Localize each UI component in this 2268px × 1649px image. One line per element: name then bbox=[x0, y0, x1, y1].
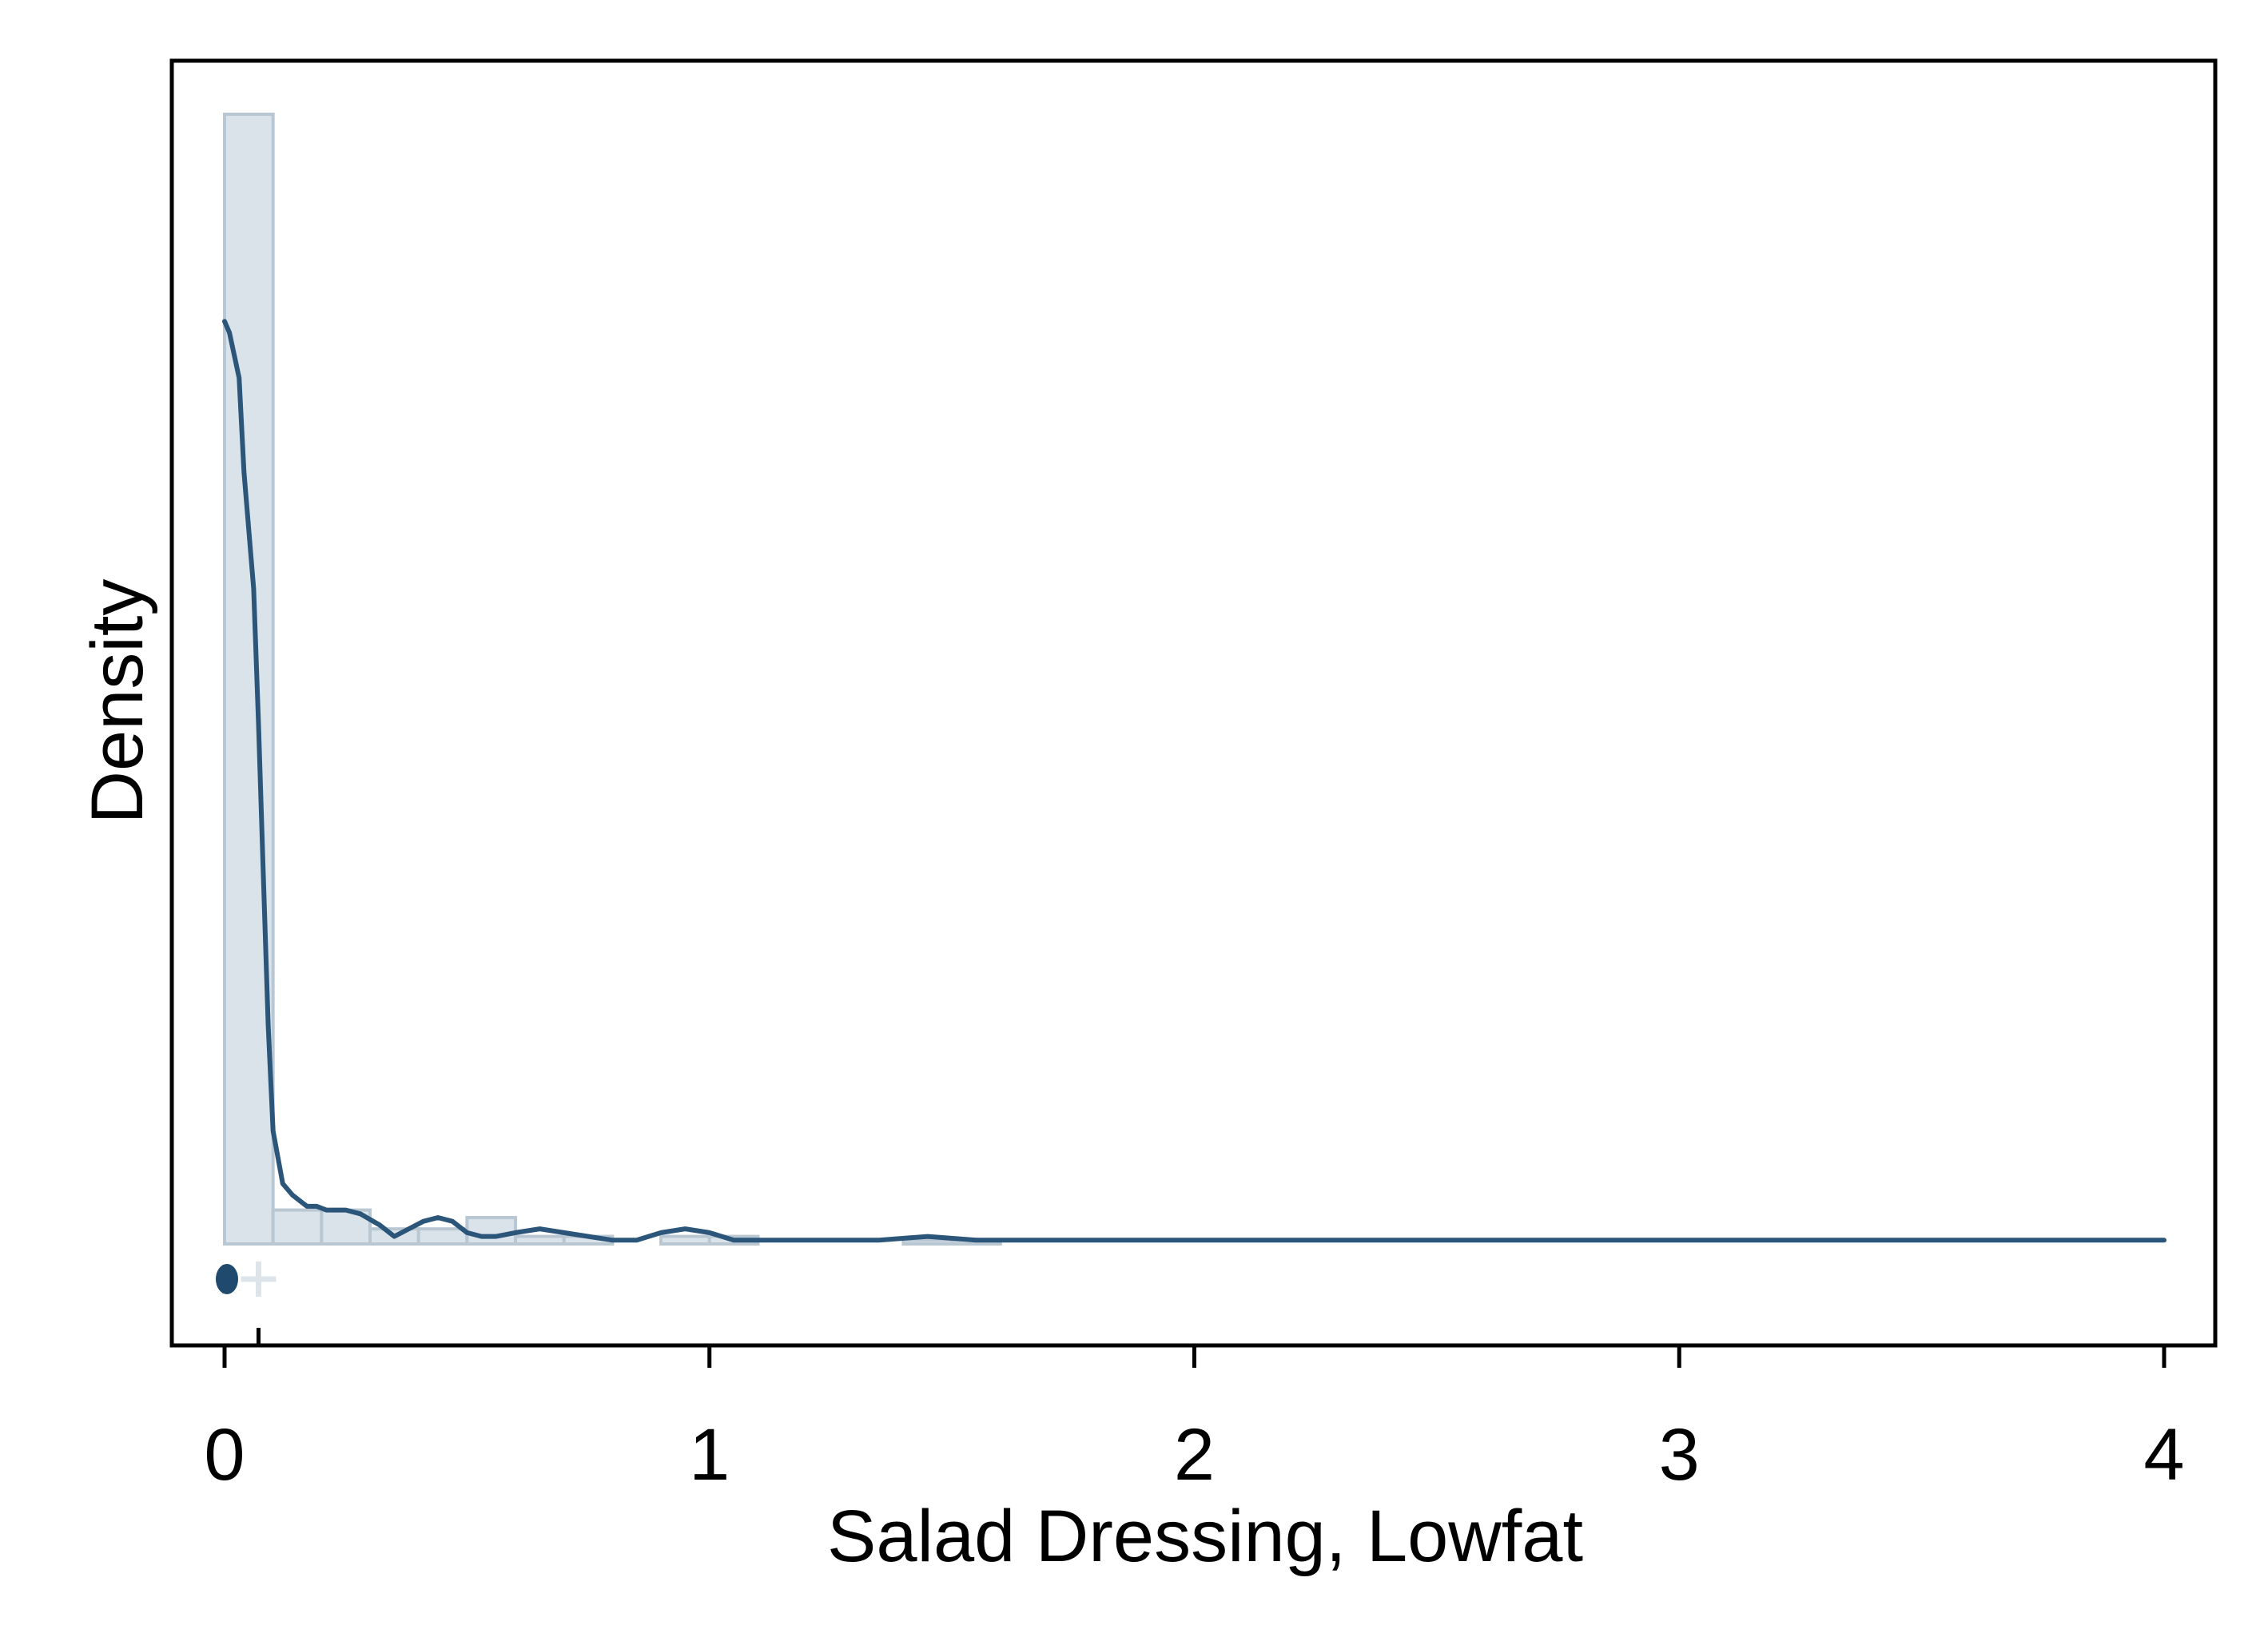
histogram-bar bbox=[659, 1234, 711, 1246]
median-marker bbox=[216, 1264, 238, 1294]
histogram-bar bbox=[465, 1216, 518, 1246]
histogram-bar bbox=[514, 1234, 566, 1246]
x-axis-title: Salad Dressing, Lowfat bbox=[827, 1496, 1583, 1577]
x-tick-label: 0 bbox=[204, 1414, 245, 1496]
x-tick-label: 2 bbox=[1174, 1414, 1215, 1496]
histogram-bar bbox=[223, 113, 275, 1246]
y-axis-title: Density bbox=[77, 579, 158, 824]
box-markers bbox=[216, 1262, 277, 1345]
histogram-bar bbox=[901, 1238, 954, 1246]
histogram-bar bbox=[271, 1208, 324, 1246]
histogram-bar bbox=[416, 1227, 469, 1246]
x-tick-label: 1 bbox=[689, 1414, 730, 1496]
x-tick-label: 4 bbox=[2143, 1414, 2184, 1496]
x-axis-ticks: 0 1 2 3 4 bbox=[204, 1345, 2185, 1496]
kde-line bbox=[222, 319, 2167, 1243]
kde-layer bbox=[222, 319, 2167, 1243]
x-tick-label: 3 bbox=[1659, 1414, 1700, 1496]
